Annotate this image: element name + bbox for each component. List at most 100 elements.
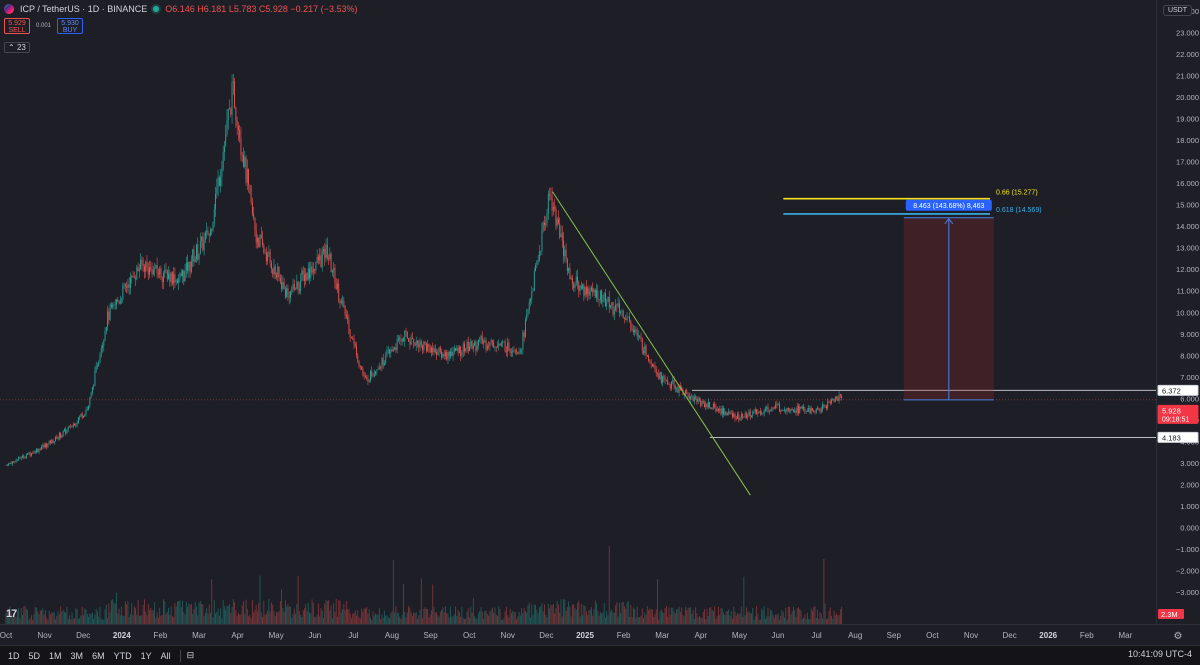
volume-bar	[301, 617, 303, 624]
range-1y[interactable]: 1Y	[140, 650, 152, 661]
volume-bar	[531, 604, 533, 624]
candle-body	[140, 259, 142, 270]
candle-body	[244, 157, 246, 167]
time-tick-label: Oct	[463, 631, 476, 640]
candle-body	[806, 410, 808, 412]
volume-bar	[164, 601, 166, 624]
candle-body	[237, 125, 239, 131]
volume-bar	[745, 607, 747, 624]
candle-body	[577, 276, 578, 283]
date-range-icon[interactable]: ⊟	[186, 650, 195, 660]
candle-body	[422, 344, 424, 351]
volume-bar	[277, 612, 279, 624]
volume-bar	[672, 607, 674, 624]
volume-bar	[306, 611, 308, 624]
sell-button[interactable]: 5.929 SELL	[4, 18, 30, 34]
volume-bar	[251, 600, 253, 624]
time-axis[interactable]: Oct Nov Dec 2024 Feb Mar Apr May Jun Jul Aug Sep Oct…	[0, 624, 1200, 645]
buy-button[interactable]: 5.930 BUY	[57, 18, 84, 34]
candle-body	[340, 300, 342, 304]
volume-bar	[667, 616, 669, 624]
candle-body	[838, 394, 840, 401]
volume-bar	[8, 617, 9, 624]
candle-body	[66, 429, 68, 434]
time-tick-label: Jul	[811, 631, 821, 640]
range-1m[interactable]: 1M	[49, 650, 62, 661]
candle-body	[448, 351, 450, 357]
volume-bar	[679, 612, 681, 624]
volume-bar	[395, 606, 397, 624]
candle-body	[324, 249, 326, 259]
volume-bar	[175, 606, 177, 624]
indicators-toggle[interactable]: ⌃ 23	[4, 42, 30, 53]
volume-bar	[787, 606, 789, 624]
candle-body	[124, 284, 126, 286]
chart-area[interactable]: 0.66 (15.277) 0.618 (14.569) 8.463 (143.68…	[0, 0, 1156, 624]
tradingview-logo-icon[interactable]: 17	[6, 608, 17, 620]
candle-body	[575, 276, 577, 285]
volume-bar	[589, 609, 591, 624]
candle-body	[88, 405, 89, 410]
candle-body	[356, 346, 357, 356]
candle-body	[819, 408, 821, 412]
currency-select[interactable]: USDT	[1162, 5, 1192, 16]
volume-bar	[837, 615, 839, 624]
volume-bar	[371, 619, 373, 624]
price-tick-label: 17.000	[1176, 158, 1199, 167]
volume-bar	[373, 615, 375, 624]
volume-bar	[731, 618, 733, 624]
price-chart[interactable]: 0.66 (15.277) 0.618 (14.569) 8.463 (143.68…	[0, 0, 1156, 624]
candle-body	[204, 231, 206, 240]
candle-body	[568, 267, 570, 271]
gear-icon[interactable]: ⚙	[1174, 631, 1183, 642]
candle-body	[443, 354, 445, 357]
price-tick-label: 8.000	[1180, 351, 1199, 360]
candle-body	[565, 249, 567, 260]
candle-body	[122, 285, 124, 300]
candle-body	[718, 408, 719, 411]
candle-body	[523, 332, 525, 337]
candle-body	[165, 269, 167, 271]
candle-body	[792, 410, 794, 412]
volume-bar	[697, 617, 699, 624]
market-status-icon[interactable]	[153, 6, 160, 12]
candle-body	[415, 341, 417, 346]
range-all[interactable]: All	[160, 650, 171, 661]
volume-bar	[386, 615, 388, 624]
volume-bar	[488, 615, 490, 624]
candle-body	[371, 370, 373, 376]
candle-body	[423, 341, 425, 351]
clock[interactable]: 10:41:09 UTC-4	[1127, 649, 1192, 659]
volume-bar	[598, 615, 600, 624]
symbol-title[interactable]: ICP / TetherUS · 1D · BINANCE	[20, 4, 148, 14]
candle-body	[503, 341, 505, 343]
range-5d[interactable]: 5D	[28, 650, 41, 661]
volume-bar	[135, 608, 136, 624]
candle-body	[23, 455, 25, 458]
candle-body	[730, 413, 732, 415]
price-axis[interactable]: 24.00023.00022.00021.00020.00019.00018.0…	[1156, 0, 1200, 624]
candle-body	[762, 413, 764, 414]
volume-bar	[304, 608, 305, 624]
volume-bar	[189, 604, 191, 624]
candle-body	[615, 304, 617, 311]
candle-body	[446, 352, 448, 360]
range-3m[interactable]: 3M	[70, 650, 84, 661]
volume-bar	[707, 615, 709, 624]
volume-bar	[143, 599, 145, 624]
candle-body	[161, 278, 163, 282]
candle-body	[488, 345, 490, 347]
candle-body	[554, 206, 556, 209]
range-6m[interactable]: 6M	[92, 650, 105, 661]
candle-body	[625, 318, 627, 320]
volume-bar	[645, 614, 647, 624]
volume-bar	[618, 602, 620, 624]
volume-bar	[599, 612, 601, 624]
volume-bar	[761, 608, 763, 624]
candle-body	[771, 407, 773, 411]
range-ytd[interactable]: YTD	[113, 650, 132, 661]
candle-body	[182, 270, 183, 276]
candle-body	[263, 244, 265, 253]
volume-bar	[202, 604, 204, 624]
range-1d[interactable]: 1D	[8, 650, 20, 661]
